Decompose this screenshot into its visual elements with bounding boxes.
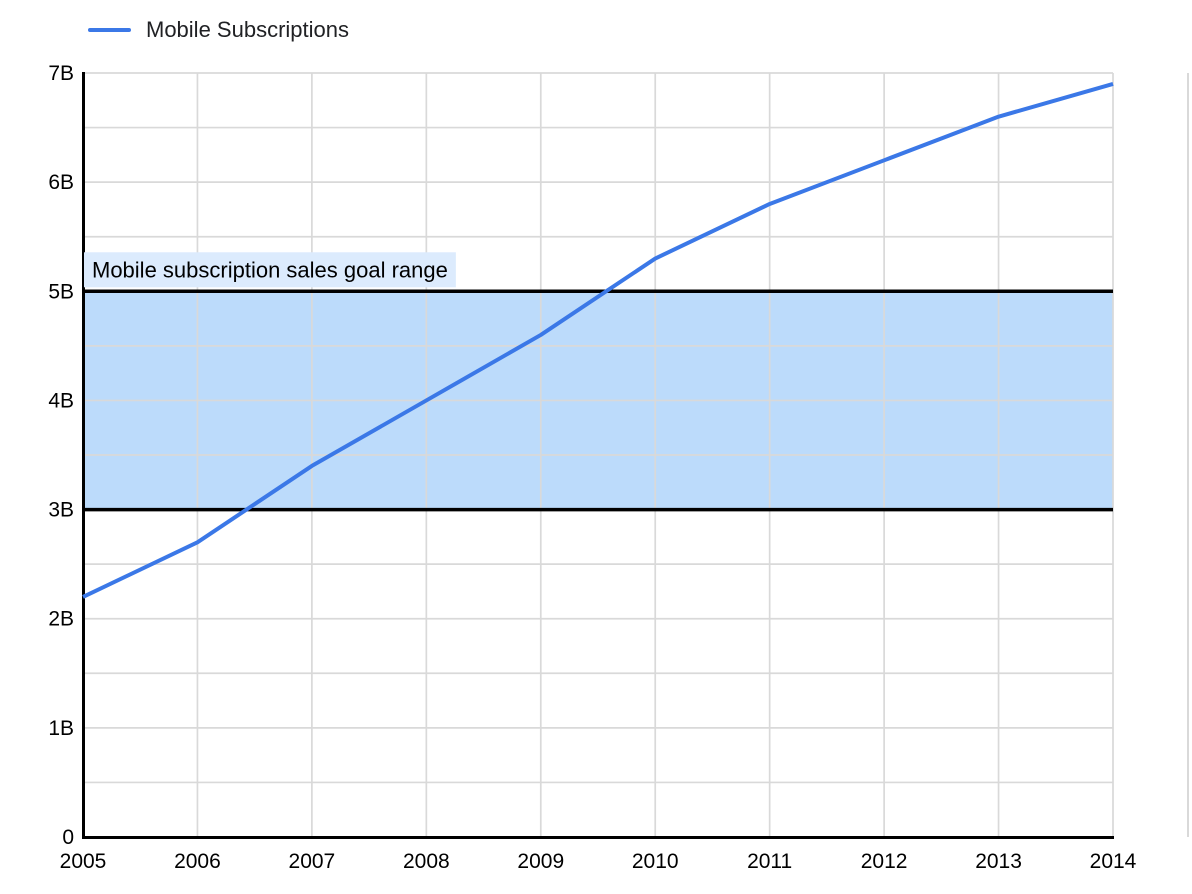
y-tick-label: 1B [48,717,74,740]
x-tick-label: 2007 [289,850,336,873]
x-tick-label: 2012 [861,850,908,873]
x-tick-label: 2011 [747,850,792,873]
x-tick-label: 2005 [60,850,107,873]
x-tick-label: 2013 [975,850,1022,873]
y-tick-label: 5B [48,280,74,303]
x-tick-label: 2010 [632,850,679,873]
y-tick-label: 6B [48,171,74,194]
legend[interactable]: Mobile Subscriptions [88,17,349,43]
y-tick-label: 4B [48,389,74,412]
goal-band-label-text: Mobile subscription sales goal range [92,257,448,282]
goal-band-label-bg [84,252,456,288]
x-tick-label: 2008 [403,850,450,873]
legend-label: Mobile Subscriptions [146,17,349,42]
x-tick-label: 2006 [174,850,221,873]
y-tick-label: 2B [48,608,74,631]
x-tick-label: 2009 [517,850,564,873]
y-tick-label: 0 [62,826,74,849]
legend-line-swatch [88,28,131,32]
y-tick-label: 3B [48,499,74,522]
y-tick-label: 7B [48,62,74,85]
series-line-mobile-subscriptions[interactable] [82,81,1114,599]
x-tick-label: 2014 [1090,850,1137,873]
